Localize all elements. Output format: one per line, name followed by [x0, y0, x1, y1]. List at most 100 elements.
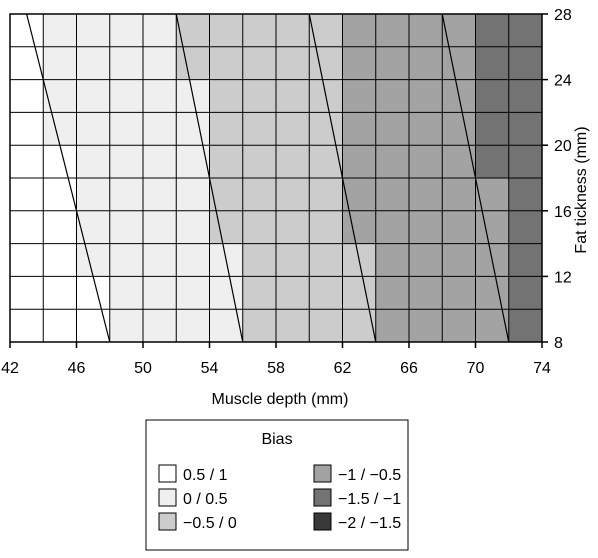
heatmap-cell	[276, 210, 310, 244]
heatmap-cell	[10, 46, 44, 80]
heatmap-cell	[76, 46, 110, 80]
heatmap-cell	[10, 309, 44, 342]
heatmap-cell	[375, 309, 409, 342]
contour-line	[308, 13, 377, 343]
heatmap-cell	[43, 276, 77, 310]
contour-line	[175, 13, 244, 343]
heatmap-cell	[309, 46, 343, 80]
heatmap-cell	[176, 112, 210, 146]
legend-swatch	[158, 512, 177, 531]
heatmap-cell	[10, 243, 44, 277]
heatmap-cell	[109, 178, 143, 211]
heatmap-cell	[109, 112, 143, 146]
heatmap-cell	[342, 210, 376, 244]
y-tick-label: 20	[554, 138, 572, 155]
y-tick-label: 16	[554, 204, 572, 221]
x-tick-label: 46	[68, 360, 86, 377]
heatmap-cell	[375, 243, 409, 277]
heatmap-cell	[143, 210, 177, 244]
heatmap-cell	[109, 276, 143, 310]
heatmap-cell	[409, 243, 443, 277]
heatmap-cell	[10, 145, 44, 178]
heatmap-cell	[442, 14, 476, 47]
legend-label: −1.5 / −1	[338, 491, 401, 508]
heatmap-cell	[143, 79, 177, 113]
heatmap-cell	[242, 210, 276, 244]
heatmap-cell	[276, 276, 310, 310]
heatmap-cell	[10, 178, 44, 211]
x-axis-title: Muscle depth (mm)	[212, 391, 349, 408]
heatmap-cell	[176, 145, 210, 178]
heatmap-cell	[76, 243, 110, 277]
heatmap-cell	[209, 276, 243, 310]
heatmap-cell	[342, 112, 376, 146]
heatmap-cell	[508, 145, 542, 178]
heatmap-cell	[442, 276, 476, 310]
heatmap-cell	[442, 178, 476, 211]
heatmap-cell	[43, 79, 77, 113]
heatmap-cell	[176, 46, 210, 80]
heatmap-cell	[242, 276, 276, 310]
heatmap-cell	[176, 309, 210, 342]
heatmap-cell	[109, 309, 143, 342]
heatmap-cell	[508, 243, 542, 277]
heatmap-cell	[442, 112, 476, 146]
heatmap-cell	[342, 276, 376, 310]
heatmap-cell	[442, 243, 476, 277]
heatmap-cell	[76, 112, 110, 146]
x-tick-label: 54	[201, 360, 219, 377]
heatmap-cell	[242, 243, 276, 277]
heatmap-cell	[375, 112, 409, 146]
heatmap-cell	[475, 276, 509, 310]
heatmap-cell	[143, 276, 177, 310]
y-axis-ticks: 8 12 16 20 24 28	[542, 7, 572, 352]
heatmap-cell	[242, 46, 276, 80]
x-tick-label: 42	[1, 360, 19, 377]
heatmap-cell	[43, 210, 77, 244]
heatmap-cell	[109, 46, 143, 80]
heatmap-cell	[209, 46, 243, 80]
heatmap-cell	[276, 79, 310, 113]
legend-swatch	[158, 488, 177, 507]
heatmap-cell	[209, 14, 243, 47]
heatmap-cell	[43, 112, 77, 146]
heatmap-cell	[442, 210, 476, 244]
heatmap-cell	[276, 46, 310, 80]
heatmap-cell	[409, 79, 443, 113]
heatmap-cell	[309, 243, 343, 277]
heatmap-cell	[508, 210, 542, 244]
heatmap-cell	[176, 276, 210, 310]
heatmap-cell	[209, 112, 243, 146]
heatmap-cell	[109, 14, 143, 47]
heatmap-cell	[43, 14, 77, 47]
contour-lines	[26, 13, 510, 343]
legend-swatch	[313, 464, 332, 483]
heatmap-cell	[508, 276, 542, 310]
x-tick-label: 58	[267, 360, 285, 377]
heatmap-cell	[508, 178, 542, 211]
heatmap-cell	[309, 178, 343, 211]
heatmap-cell	[176, 243, 210, 277]
legend-label: −2 / −1.5	[338, 515, 401, 532]
heatmap-cell	[76, 79, 110, 113]
legend-label: 0.5 / 1	[183, 467, 228, 484]
heatmap-cell	[276, 309, 310, 342]
heatmap-cell	[409, 14, 443, 47]
heatmap-cell	[242, 79, 276, 113]
heatmap-cell	[342, 145, 376, 178]
heatmap-cell	[309, 145, 343, 178]
heatmap-cell	[342, 46, 376, 80]
heatmap-cell	[508, 14, 542, 47]
heatmap-cell	[176, 178, 210, 211]
x-tick-label: 66	[400, 360, 418, 377]
contour-line	[441, 13, 510, 343]
heatmap-cell	[143, 243, 177, 277]
legend-box	[145, 419, 409, 551]
x-tick-label: 70	[467, 360, 485, 377]
heatmap-cell	[409, 46, 443, 80]
heatmap-cell	[475, 178, 509, 211]
heatmap-cell	[508, 309, 542, 342]
heatmap-cell	[276, 243, 310, 277]
heatmap-cell	[10, 112, 44, 146]
heatmap-cell	[375, 276, 409, 310]
